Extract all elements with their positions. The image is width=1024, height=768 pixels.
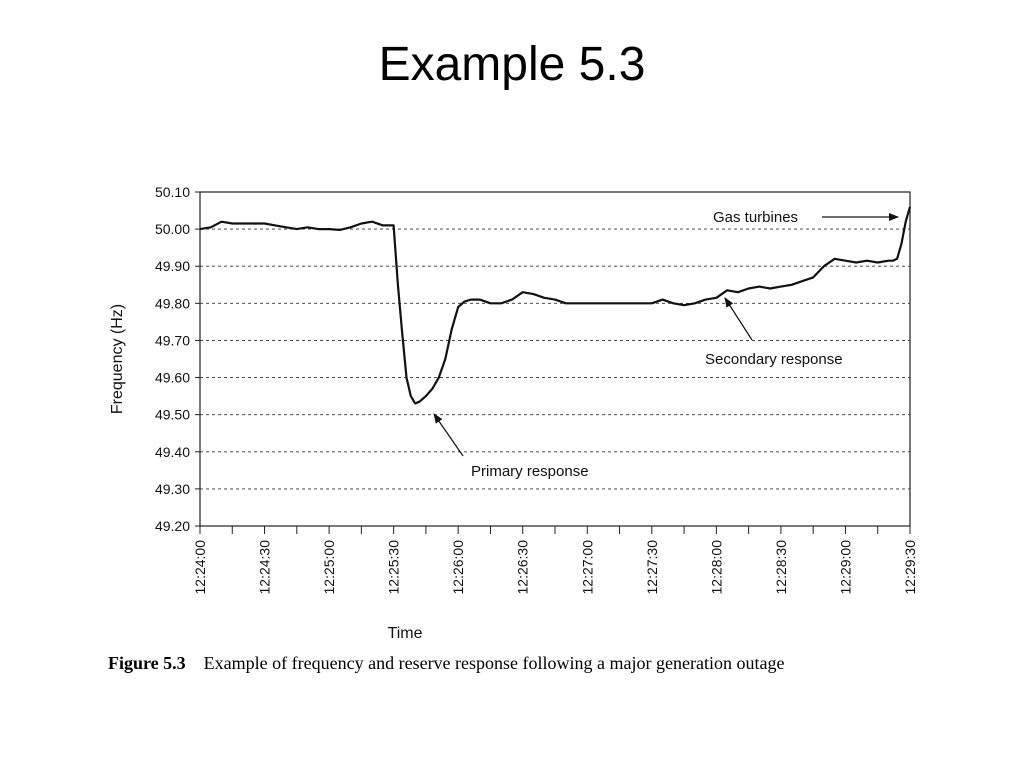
slide-title: Example 5.3 — [378, 38, 646, 91]
y-tick-label: 49.90 — [155, 258, 190, 274]
y-axis-ticks: 50.10 50.00 49.90 49.80 49.70 49.60 49.50 49.40… — [155, 184, 200, 534]
annotation-secondary-response: Secondary response — [705, 297, 843, 368]
grid-lines — [200, 228, 910, 490]
annotation-gas-turbines: Gas turbines — [713, 209, 899, 226]
y-tick-label: 49.80 — [155, 295, 190, 311]
annotation-secondary-response-label: Secondary response — [705, 351, 843, 368]
x-tick-label: 12:24:00 — [192, 540, 208, 595]
y-tick-label: 50.10 — [155, 184, 190, 200]
annotation-primary-response-arrow — [433, 413, 464, 457]
x-tick-label: 12:27:30 — [644, 540, 660, 595]
frequency-series-line — [199, 206, 912, 405]
y-tick-label: 50.00 — [155, 221, 190, 237]
annotation-primary-response-label: Primary response — [471, 463, 589, 480]
x-tick-label: 12:26:00 — [450, 540, 466, 595]
annotation-gas-turbines-label: Gas turbines — [713, 209, 798, 226]
x-tick-label: 12:25:30 — [386, 540, 402, 595]
caption-text: Example of frequency and reserve respons… — [203, 653, 785, 673]
y-tick-label: 49.70 — [155, 332, 190, 348]
x-tick-label: 12:28:30 — [773, 540, 789, 595]
x-tick-label: 12:27:00 — [579, 540, 595, 595]
y-tick-label: 49.50 — [155, 407, 190, 423]
frequency-chart: 50.10 50.00 49.90 49.80 49.70 49.60 49.50 49.40… — [109, 184, 918, 642]
x-tick-label: 12:29:00 — [837, 540, 853, 595]
x-axis-ticks: 12:24:00 12:24:30 12:25:00 12:25:30 12:26:00… — [192, 526, 918, 595]
y-tick-label: 49.30 — [155, 481, 190, 497]
x-tick-label: 12:29:30 — [902, 540, 918, 595]
figure-number: Figure 5.3 — [108, 653, 186, 673]
figure-caption: Figure 5.3 Example of frequency and reser… — [108, 653, 928, 674]
y-tick-label: 49.60 — [155, 370, 190, 386]
x-axis-label: Time — [388, 625, 423, 642]
y-axis-label: Frequency (Hz) — [109, 304, 126, 414]
x-tick-label: 12:28:00 — [708, 540, 724, 595]
annotation-primary-response: Primary response — [433, 413, 589, 480]
plot-frame — [199, 191, 911, 527]
x-tick-label: 12:26:30 — [515, 540, 531, 595]
annotation-secondary-response-arrow — [724, 297, 753, 341]
y-tick-label: 49.20 — [155, 518, 190, 534]
y-tick-label: 49.40 — [155, 444, 190, 460]
x-tick-label: 12:24:30 — [257, 540, 273, 595]
x-tick-label: 12:25:00 — [321, 540, 337, 595]
